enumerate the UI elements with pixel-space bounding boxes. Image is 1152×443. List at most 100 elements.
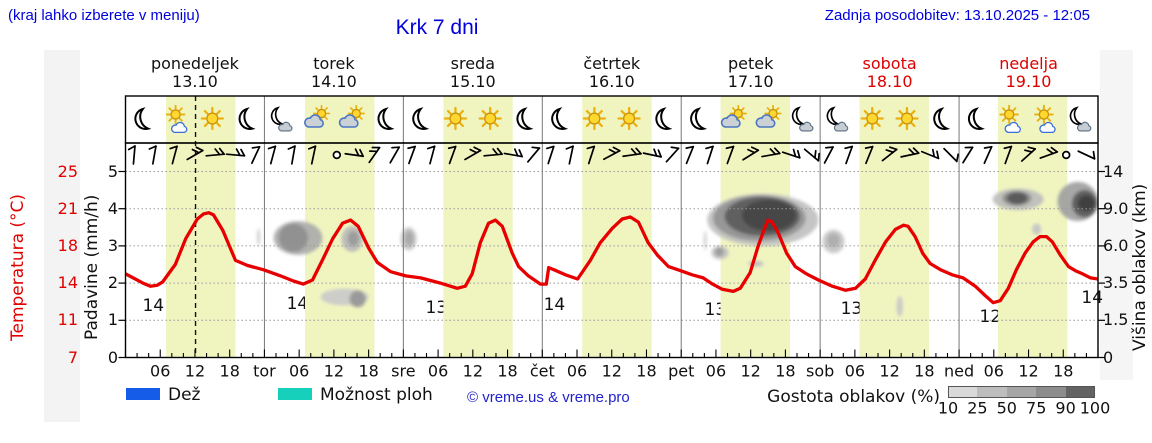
moon-icon	[551, 107, 569, 130]
temp-tick-label: 7	[67, 347, 78, 367]
sun-icon	[478, 106, 502, 131]
wind-barb-icon	[705, 145, 714, 165]
temp-tick-label: 11	[57, 310, 78, 330]
temp-extremum-label: 13	[425, 297, 448, 318]
x-tick-label: 06	[427, 361, 449, 381]
day-name: sobota	[862, 54, 917, 73]
cloudheight-tick-label: 1.5	[1103, 310, 1129, 330]
wind-barb-icon	[148, 145, 157, 165]
wind-barb-icon	[665, 146, 680, 163]
precip-tick-label: 4	[107, 198, 118, 218]
wind-barb-icon	[426, 145, 436, 165]
sun-icon	[582, 106, 607, 131]
last-update: Zadnja posodobitev: 13.10.2025 - 12:05	[824, 7, 1090, 24]
wind-barb-icon	[844, 145, 854, 165]
x-day-abbr-label: čet	[529, 361, 555, 381]
day-header: torek 14.10	[311, 55, 357, 91]
day-header: sreda 15.10	[450, 55, 496, 91]
day-date: 14.10	[310, 72, 357, 91]
moon-icon	[516, 107, 534, 130]
temp-tick-label: 14	[57, 273, 78, 293]
wind-barb-icon	[447, 145, 457, 165]
showers-swatch	[278, 388, 312, 400]
wind-barb-icon	[1061, 150, 1071, 160]
moon-cloud-icon	[791, 106, 814, 132]
x-tick-label: 12	[879, 361, 900, 381]
rain-legend-label: Dež	[168, 385, 201, 405]
cloud-density-title: Gostota oblakov (%)	[767, 387, 940, 407]
moon-cloud-icon	[270, 106, 293, 132]
x-tick-label: 12	[1018, 361, 1039, 381]
day-date: 13.10	[172, 72, 218, 91]
wind-barb-icon	[565, 145, 574, 165]
sun-cloud-icon	[999, 104, 1021, 134]
cloud-blob	[703, 231, 707, 251]
wind-barb-icon	[1020, 146, 1037, 162]
wind-barb-icon	[225, 148, 246, 157]
cloud-blob	[714, 247, 725, 257]
wind-barb-icon	[1039, 146, 1059, 159]
precip-tick-label: 0	[107, 347, 118, 367]
moon-cloud-icon	[826, 106, 849, 132]
sun-cloud-icon	[165, 104, 188, 134]
cloudheight-tick-label: 0	[1103, 347, 1114, 367]
sun-cloud-icon	[1034, 104, 1056, 134]
temp-tick-label: 21	[57, 198, 78, 218]
cloud-blob	[278, 223, 308, 252]
temp-tick-label: 18	[57, 235, 78, 255]
cloud-blob	[827, 233, 840, 248]
x-day-abbr-label: tor	[253, 361, 276, 381]
x-day-abbr-label: pet	[668, 361, 695, 381]
wind-barb-icon	[483, 147, 503, 157]
density-tick-label: 100	[1079, 398, 1111, 418]
sun-icon	[200, 106, 224, 131]
density-tick-label: 75	[1026, 398, 1047, 418]
density-tick-label: 50	[996, 398, 1017, 418]
wind-barb-icon	[127, 145, 136, 165]
day-name: torek	[313, 54, 355, 73]
day-date: 17.10	[727, 72, 774, 91]
cloud-blob	[741, 199, 796, 232]
cloud-sun-icon	[755, 104, 782, 128]
x-day-abbr-label: ned	[943, 361, 975, 381]
x-tick-label: 12	[601, 361, 622, 381]
wind-barb-icon	[267, 145, 277, 165]
moon-icon	[967, 107, 985, 130]
density-bar-segment	[948, 386, 978, 398]
moon-cloud-icon	[1069, 106, 1092, 132]
day-name: ponedeljek	[150, 54, 239, 73]
day-name: petek	[727, 54, 774, 73]
copyright-link[interactable]: © vreme.us & vreme.pro	[467, 389, 630, 406]
daytime-band	[166, 96, 236, 358]
wind-barb-icon	[603, 146, 621, 161]
cloud-blob	[1077, 195, 1096, 212]
showers-legend-label: Možnost ploh	[320, 385, 433, 405]
cloudheight-tick-label: 3.5	[1103, 273, 1129, 293]
page-title: Krk 7 dni	[395, 16, 479, 39]
x-tick-label: 18	[219, 361, 240, 381]
cloud-blob	[256, 228, 261, 246]
density-bar-segment	[977, 386, 1007, 398]
x-tick-label: 06	[288, 361, 310, 381]
density-tick-label: 10	[937, 398, 959, 418]
wind-barb-icon	[781, 148, 801, 159]
x-tick-label: 18	[775, 361, 796, 381]
x-tick-label: 12	[323, 361, 345, 381]
wind-barb-icon	[464, 146, 482, 161]
day-name: sreda	[450, 54, 495, 73]
moon-icon	[238, 107, 256, 130]
wind-barb-icon	[251, 145, 261, 165]
location-hint: (kraj lahko izberete v meniju)	[8, 7, 200, 24]
wind-barb-icon	[761, 147, 781, 158]
wind-barb-icon	[307, 145, 317, 165]
day-name: nedelja	[999, 54, 1058, 73]
temperature-curve	[125, 211, 1098, 305]
density-bar-segment	[1065, 386, 1095, 398]
cloud-blob	[1007, 192, 1028, 205]
wind-barb-icon	[742, 146, 760, 161]
moon-icon	[655, 107, 673, 130]
temp-extremum-label: 14	[286, 293, 309, 314]
right-axis-stripe	[1100, 50, 1133, 380]
wind-barb-icon	[685, 145, 695, 165]
